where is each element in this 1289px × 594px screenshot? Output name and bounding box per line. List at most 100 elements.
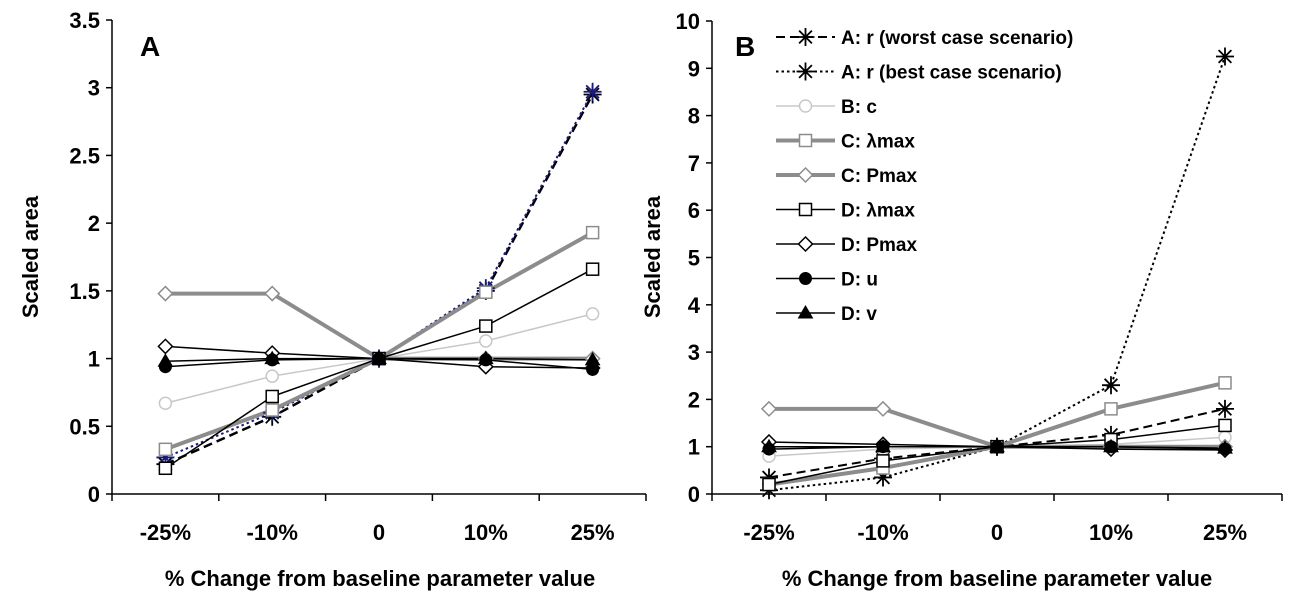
series-point-r_best	[874, 468, 892, 487]
legend-label-C_lmax: C: λmax	[841, 132, 915, 153]
series-point-c	[479, 334, 493, 348]
y-tick-label: 0.5	[69, 414, 100, 439]
legend-marker-D_v	[797, 305, 814, 319]
y-tick-label: 3	[688, 340, 700, 365]
series-line-r_best	[768, 56, 1226, 492]
series-point-C_lmax	[1218, 376, 1232, 390]
legend-label-r_best: A: r (best case scenario)	[841, 63, 1062, 84]
series-point-D_v	[477, 350, 494, 365]
x-tick-label: -25%	[743, 520, 794, 545]
series-point-c	[585, 307, 600, 321]
y-tick-label: 4	[688, 293, 701, 318]
chart-panel-a: 0 0.5 1 1.5 2 2.5 3 3.5 -25% -10% 0 10% 25% % Change …	[18, 8, 647, 591]
series-line-D_lmax	[164, 268, 593, 469]
x-tick-label: -25%	[140, 520, 191, 545]
series-point-D_lmax	[1218, 418, 1232, 433]
x-tick-label: 10%	[464, 520, 508, 545]
y-tick-label: 2	[688, 387, 700, 412]
legend-label-D_pmax: D: Pmax	[841, 235, 917, 256]
series-point-D_lmax	[585, 262, 600, 276]
series-line-C_lmax	[164, 230, 594, 452]
series-point-D_v	[875, 438, 891, 453]
legend-marker-c	[798, 99, 813, 113]
series-point-C_lmax	[479, 285, 493, 299]
x-tick-label: 10%	[1089, 520, 1133, 545]
y-tick-label: 2	[88, 211, 100, 236]
legend-marker-D_u	[799, 272, 812, 285]
series-point-D_v	[761, 438, 777, 453]
series-point-C_lmax	[158, 442, 173, 457]
panel-label: A	[140, 31, 160, 62]
y-tick-label: 3	[88, 76, 100, 101]
legend-label-C_pmax: C: Pmax	[841, 166, 917, 187]
y-tick-label: 6	[688, 198, 700, 223]
series-point-c	[158, 396, 173, 411]
y-tick-label: 10	[676, 9, 700, 34]
y-tick-label: 7	[688, 151, 700, 176]
legend-label-D_u: D: u	[841, 270, 878, 291]
y-axis-label: Scaled area	[640, 195, 665, 318]
series-point-D_lmax	[762, 477, 776, 492]
series-point-r_best	[156, 448, 175, 467]
series-point-r_worst	[1216, 399, 1234, 418]
legend-label-D_lmax: D: λmax	[841, 201, 915, 222]
series-point-c	[265, 369, 279, 383]
series-point-D_pmax	[157, 338, 174, 355]
series-point-D_v	[1103, 438, 1119, 453]
series-point-D_v	[584, 351, 601, 366]
series-point-C_lmax	[1104, 402, 1118, 416]
x-tick-label: 25%	[1203, 520, 1247, 545]
y-axis-label: Scaled area	[18, 195, 43, 318]
series-point-C_lmax	[265, 403, 279, 417]
series-point-D_lmax	[876, 454, 890, 468]
series-point-D_v	[264, 350, 281, 365]
series-point-C_pmax	[760, 400, 778, 417]
series-point-C_pmax	[157, 285, 174, 302]
series-point-D_v	[1217, 440, 1233, 454]
x-tick-label: 25%	[571, 520, 615, 545]
legend-marker-D_pmax	[797, 235, 814, 253]
series-point-r_best	[583, 82, 602, 101]
series-point-r_best	[1102, 376, 1120, 395]
legend-marker-C_lmax	[798, 133, 813, 148]
y-tick-label: 9	[688, 56, 700, 81]
series-line-r_worst	[164, 93, 594, 466]
legend-label-r_worst: A: r (worst case scenario)	[841, 28, 1073, 49]
x-axis-label: % Change from baseline parameter value	[782, 566, 1212, 591]
series-point-C_pmax	[264, 285, 281, 302]
series-point-D_lmax	[158, 461, 173, 476]
y-tick-label: 5	[688, 246, 700, 271]
legend: A: r (worst case scenario) A: r (best cas…	[776, 28, 1073, 325]
series-point-D_v	[371, 350, 387, 365]
x-tick-label: 0	[373, 520, 385, 545]
chart-panel-b: 0 1 2 3 4 5 6 7 8 9 10 -25% -10% 0 10% 25% % Change from…	[640, 9, 1283, 591]
y-tick-label: 0	[688, 482, 700, 507]
y-tick-label: 1.5	[69, 279, 100, 304]
x-tick-label: 0	[991, 520, 1003, 545]
y-tick-label: 2.5	[69, 143, 100, 168]
series-point-D_lmax	[265, 389, 279, 404]
series-point-r_best	[1216, 47, 1234, 66]
legend-marker-r_best	[796, 62, 815, 81]
y-tick-label: 0	[88, 482, 100, 507]
legend-marker-r_worst	[796, 28, 815, 46]
x-tick-label: -10%	[247, 520, 298, 545]
y-tick-label: 1	[688, 435, 700, 460]
series-point-D_lmax	[479, 319, 493, 333]
series-point-C_pmax	[874, 400, 892, 417]
series-point-D_v	[989, 438, 1005, 453]
series-point-r_worst	[760, 468, 778, 487]
x-tick-label: -10%	[857, 520, 908, 545]
legend-label-D_v: D: v	[841, 304, 877, 325]
legend-marker-C_pmax	[797, 166, 814, 184]
x-axis-label: % Change from baseline parameter value	[165, 566, 595, 591]
y-tick-label: 1	[88, 347, 100, 372]
y-tick-label: 8	[688, 104, 700, 129]
series-point-C_lmax	[585, 225, 600, 240]
panel-label: B	[735, 31, 755, 62]
series-line-r_best	[165, 91, 594, 459]
y-tick-label: 3.5	[69, 8, 100, 33]
legend-marker-D_lmax	[798, 202, 813, 217]
series-point-D_v	[157, 353, 174, 367]
